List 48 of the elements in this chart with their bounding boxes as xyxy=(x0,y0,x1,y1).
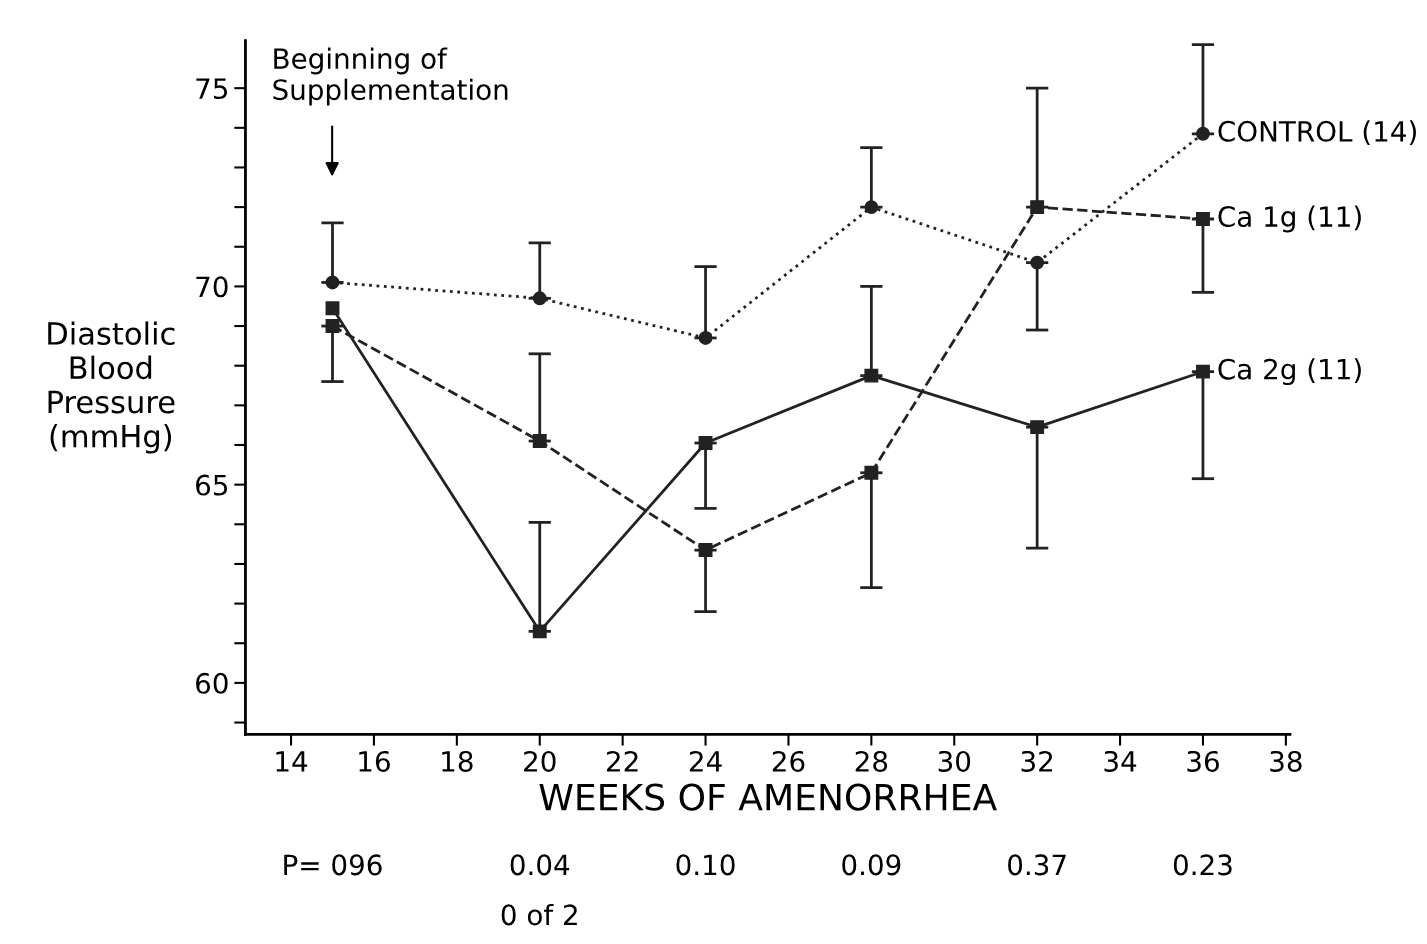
point xyxy=(864,200,879,215)
y-tick-label: 65 xyxy=(196,474,228,496)
point xyxy=(532,291,547,306)
series-label: Ca 2g (11) xyxy=(1218,358,1361,386)
text: 0.23 xyxy=(1173,854,1232,876)
x-tick-label: 28 xyxy=(855,750,888,772)
point xyxy=(532,624,547,639)
text: P= 096 xyxy=(284,854,382,876)
point xyxy=(698,543,713,558)
point xyxy=(325,319,340,334)
point xyxy=(864,368,879,383)
annotation: Beginning of Supplementation xyxy=(273,47,508,106)
x-tick-label: 34 xyxy=(1104,750,1137,772)
x-tick-label: 38 xyxy=(1270,750,1302,772)
x-tick-label: 36 xyxy=(1187,750,1219,772)
point xyxy=(1030,255,1045,270)
point xyxy=(325,275,340,290)
point xyxy=(1196,126,1210,141)
x-tick-label: 30 xyxy=(938,750,971,772)
x-tick-label: 32 xyxy=(1021,750,1053,772)
text: 0.09 xyxy=(842,854,901,876)
point xyxy=(864,465,879,480)
point xyxy=(325,301,340,316)
x-tick-label: 16 xyxy=(359,750,390,772)
x-tick-label: 24 xyxy=(689,750,722,772)
point xyxy=(1196,212,1210,226)
x-tick-label: 18 xyxy=(442,750,473,772)
point xyxy=(532,434,547,448)
point xyxy=(698,436,713,450)
text: 0 of 2 xyxy=(501,903,577,926)
x-tick-label: 26 xyxy=(772,750,805,772)
x-tick-label: 14 xyxy=(276,751,308,772)
series-label: CONTROL (14) xyxy=(1218,120,1416,146)
x-axis-title: WEEKS OF AMENORRHEA xyxy=(539,783,997,811)
x-tick-label: 22 xyxy=(607,750,638,772)
x-tick-label: 20 xyxy=(524,750,556,772)
text: 0.04 xyxy=(510,854,570,876)
point xyxy=(1030,200,1045,215)
y-tick-label: 70 xyxy=(196,276,228,298)
y-tick-label: 75 xyxy=(196,78,228,100)
point xyxy=(1030,420,1045,435)
point xyxy=(698,331,713,345)
point xyxy=(1196,364,1210,379)
text: 0.10 xyxy=(676,854,735,876)
y-tick-label: 60 xyxy=(196,672,228,694)
y-axis-title: Diastolic Blood Pressure (mmHg) xyxy=(48,321,175,454)
series-label: Ca 1g (11) xyxy=(1218,205,1361,233)
text: 0.37 xyxy=(1008,854,1066,876)
